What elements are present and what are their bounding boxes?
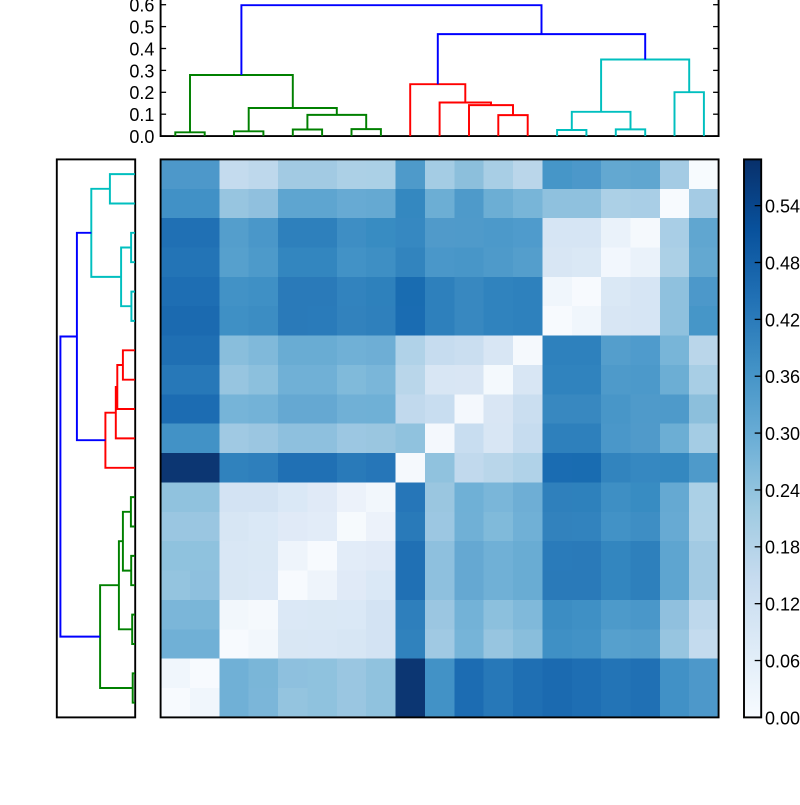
svg-text:0.5: 0.5 xyxy=(129,18,154,38)
svg-text:0.6: 0.6 xyxy=(129,0,154,16)
svg-text:0.18: 0.18 xyxy=(765,538,800,558)
svg-text:0.42: 0.42 xyxy=(765,310,800,330)
svg-text:0.48: 0.48 xyxy=(765,253,800,273)
svg-text:0.4: 0.4 xyxy=(129,39,154,59)
svg-text:0.2: 0.2 xyxy=(129,83,154,103)
svg-text:0.1: 0.1 xyxy=(129,105,154,125)
svg-text:0.00: 0.00 xyxy=(765,708,800,728)
svg-text:0.30: 0.30 xyxy=(765,424,800,444)
svg-text:0.0: 0.0 xyxy=(129,127,154,147)
svg-text:0.54: 0.54 xyxy=(765,197,800,217)
svg-text:0.12: 0.12 xyxy=(765,595,800,615)
svg-text:0.06: 0.06 xyxy=(765,651,800,671)
svg-text:0.36: 0.36 xyxy=(765,367,800,387)
svg-text:0.24: 0.24 xyxy=(765,481,800,501)
svg-text:0.3: 0.3 xyxy=(129,61,154,81)
